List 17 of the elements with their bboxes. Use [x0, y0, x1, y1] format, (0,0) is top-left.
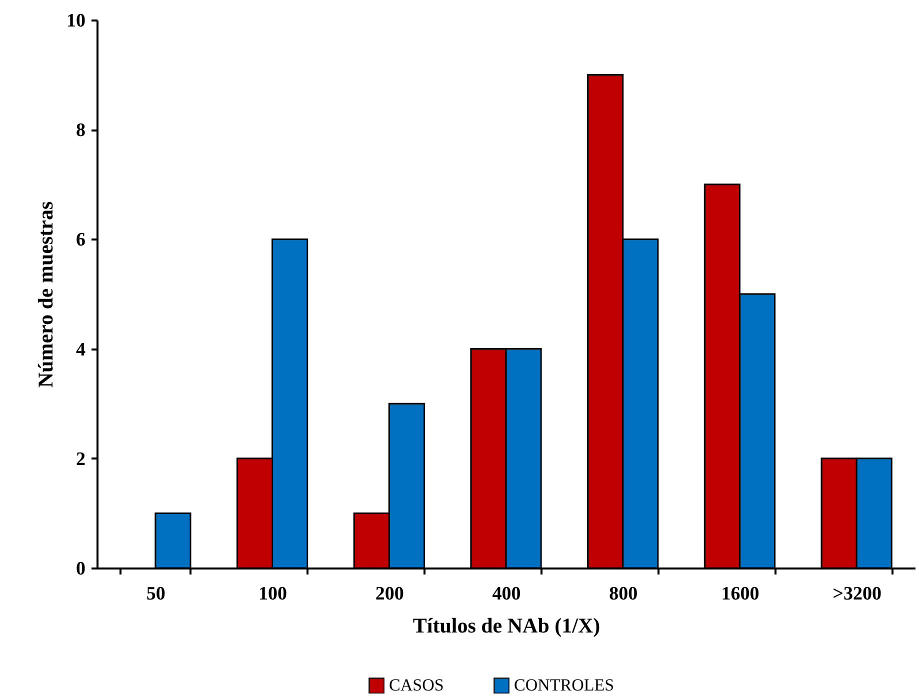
x-tick-label: 100 — [258, 584, 288, 604]
y-tick-label: 10 — [66, 10, 86, 32]
y-tick-label: 0 — [76, 558, 86, 580]
x-tick-label: 200 — [375, 584, 404, 604]
y-tick-label: 6 — [76, 230, 86, 251]
x-tick-label: >3200 — [832, 584, 882, 604]
x-axis-title: Títulos de NAb (1/X) — [412, 614, 600, 638]
legend-label: CASOS — [389, 676, 444, 695]
x-tick-label: 800 — [609, 584, 638, 604]
y-tick-label: 2 — [76, 448, 86, 470]
legend-label: CONTROLES — [514, 676, 614, 695]
y-tick-label: 4 — [76, 339, 86, 360]
x-tick-label: 50 — [146, 584, 166, 604]
y-axis-title: Número de muestras — [34, 201, 58, 388]
y-tick-label: 8 — [76, 120, 86, 142]
x-tick-label: 1600 — [721, 584, 760, 604]
x-tick-label: 400 — [492, 584, 521, 604]
